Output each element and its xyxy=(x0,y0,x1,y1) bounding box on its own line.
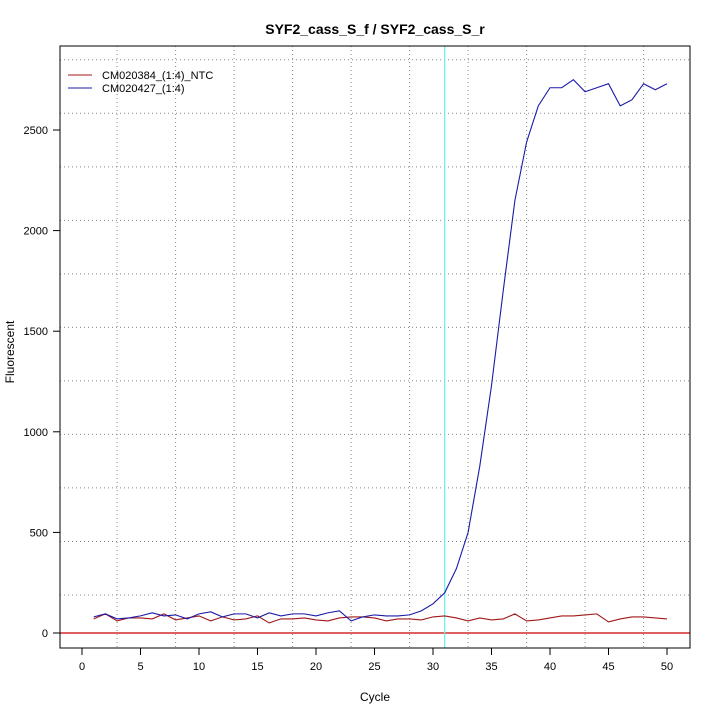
y-axis-label: Fluorescent xyxy=(3,320,17,383)
y-tick-label: 2500 xyxy=(24,125,48,137)
x-tick-label: 40 xyxy=(544,661,556,673)
x-axis-label: Cycle xyxy=(360,690,390,704)
series-line-1 xyxy=(93,78,668,622)
x-tick-label: 25 xyxy=(368,661,380,673)
y-tick-label: 500 xyxy=(30,527,48,539)
x-tick-label: 20 xyxy=(310,661,322,673)
x-tick-label: 30 xyxy=(427,661,439,673)
y-tick-label: 1000 xyxy=(24,427,48,439)
legend-label: CM020384_(1:4)_NTC xyxy=(102,70,213,82)
y-tick-label: 1500 xyxy=(24,326,48,338)
legend-label: CM020427_(1:4) xyxy=(102,83,185,95)
x-tick-label: 0 xyxy=(79,661,85,673)
chart-title: SYF2_cass_S_f / SYF2_cass_S_r xyxy=(265,21,485,37)
x-tick-label: 15 xyxy=(251,661,263,673)
x-tick-label: 5 xyxy=(137,661,143,673)
x-tick-label: 45 xyxy=(602,661,614,673)
x-tick-label: 35 xyxy=(485,661,497,673)
x-tick-label: 50 xyxy=(661,661,673,673)
y-tick-label: 0 xyxy=(42,628,48,640)
y-tick-label: 2000 xyxy=(24,226,48,238)
x-tick-label: 10 xyxy=(193,661,205,673)
plot-frame xyxy=(59,45,691,649)
